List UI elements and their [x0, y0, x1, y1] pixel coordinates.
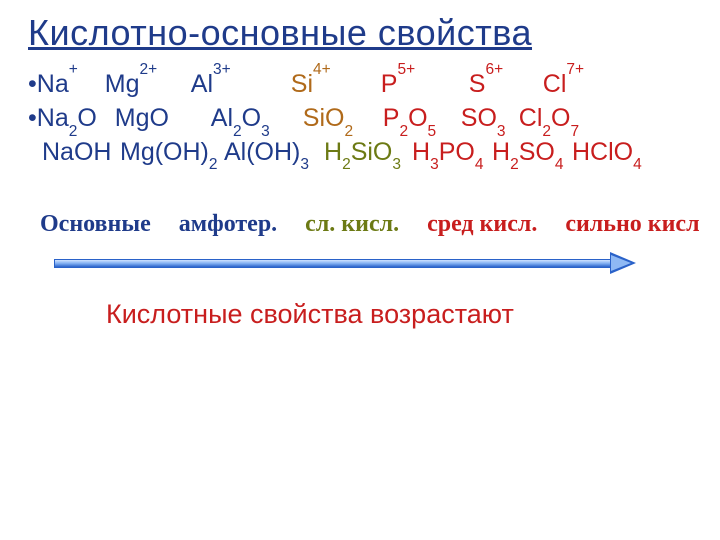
- cat-weak-acid: сл. кисл.: [305, 211, 399, 238]
- oxide-p: P2O5: [383, 102, 461, 136]
- row-hydroxides: NaOHMg(OH)2Al(OH)3H2SiO3H3PO4H2SO4HClO4: [28, 136, 692, 170]
- category-row: Основные амфотер. сл. кисл. сред кисл. с…: [28, 211, 692, 238]
- hydrox-mg: Mg(OH)2: [120, 136, 224, 170]
- hydrox-al: Al(OH)3: [224, 136, 324, 170]
- cat-strong-acid: сильно кисл: [565, 211, 699, 238]
- ion-p: P5+: [381, 68, 469, 102]
- hydrox-na: NaOH: [42, 136, 120, 170]
- bullet-icon: •: [28, 68, 37, 102]
- oxide-si: SiO2: [303, 102, 383, 136]
- ion-mg: Mg2+: [105, 68, 191, 102]
- hydrox-s: H2SO4: [492, 136, 572, 170]
- ion-si: Si4+: [291, 68, 381, 102]
- hydrox-si: H2SiO3: [324, 136, 412, 170]
- arrow-head-icon: [610, 252, 636, 274]
- oxide-na: Na2O: [37, 102, 115, 136]
- row-oxides: •Na2OMgOAl2O3SiO2P2O5SO3Cl2O7: [28, 102, 692, 136]
- arrow-shaft: [54, 259, 614, 268]
- row-ions: •Na+Mg2+Al3+Si4+P5+S6+Cl7+: [28, 68, 692, 102]
- cat-basic: Основные: [40, 211, 151, 238]
- oxide-al: Al2O3: [211, 102, 303, 136]
- cat-amphoteric: амфотер.: [179, 211, 277, 238]
- bullet-icon: •: [28, 102, 37, 136]
- ion-s: S6+: [469, 68, 543, 102]
- hydrox-cl: HClO4: [572, 136, 642, 170]
- trend-arrow: [28, 256, 628, 271]
- cat-mid-acid: сред кисл.: [427, 211, 537, 238]
- oxide-cl: Cl2O7: [519, 102, 589, 136]
- trend-caption: Кислотные свойства возрастают: [28, 299, 692, 330]
- ion-cl: Cl7+: [543, 68, 603, 102]
- page-title: Кислотно-основные свойства: [28, 12, 692, 54]
- ion-na: Na+: [37, 68, 105, 102]
- ion-al: Al3+: [191, 68, 291, 102]
- oxide-s: SO3: [461, 102, 519, 136]
- hydrox-p: H3PO4: [412, 136, 492, 170]
- oxide-mg: MgO: [115, 102, 211, 136]
